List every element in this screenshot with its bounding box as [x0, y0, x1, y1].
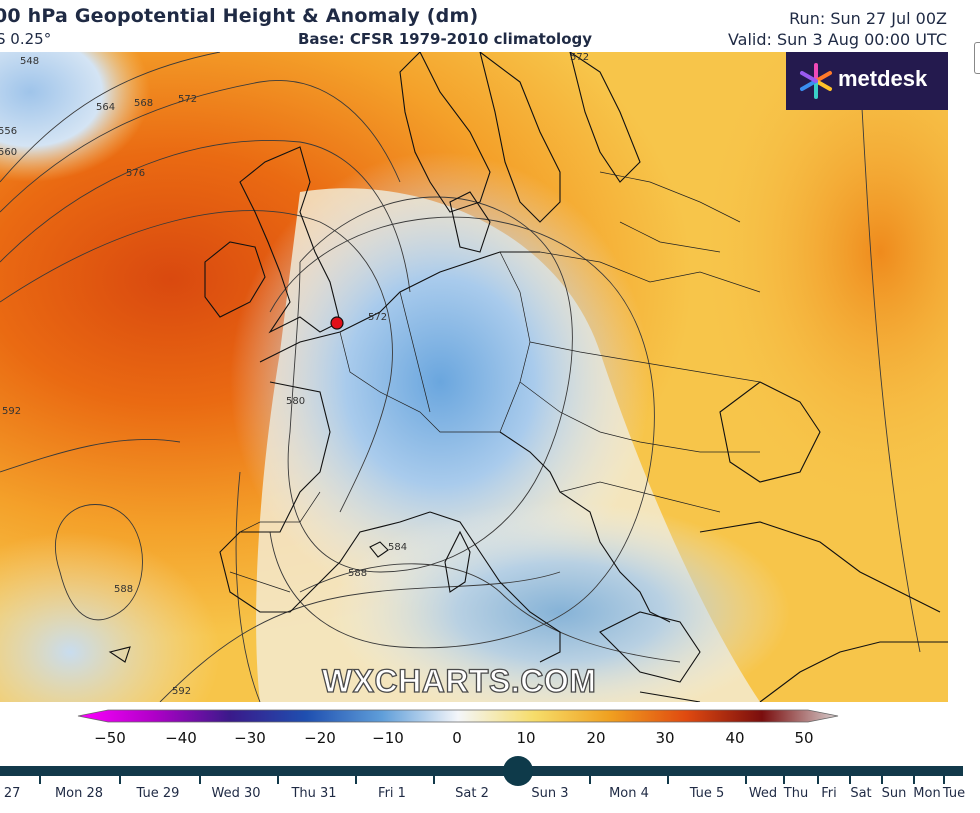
contour-label: 592: [2, 406, 21, 417]
contour-label: 572: [570, 52, 589, 63]
colorbar-tick-label: 40: [725, 729, 745, 747]
metdesk-star-icon: [800, 63, 832, 99]
colorbar-tick-label: −40: [165, 729, 197, 747]
colorbar-tick-label: −10: [372, 729, 404, 747]
contour-label: 556: [0, 126, 17, 137]
timeline-day-label[interactable]: Thu: [783, 786, 809, 801]
colorbar-strip: [77, 709, 839, 723]
timeline-day-label[interactable]: Wed 30: [211, 786, 261, 801]
colorbar-tick-label: 20: [586, 729, 606, 747]
contour-label: 568: [134, 98, 153, 109]
contour-label: 548: [20, 56, 39, 67]
contour-label: 572: [178, 94, 197, 105]
contour-label: 564: [96, 102, 115, 113]
colorbar-tick-label: −20: [304, 729, 336, 747]
climatology-base: Base: CFSR 1979-2010 climatology: [298, 30, 593, 48]
contour-label: 576: [126, 168, 145, 179]
timeline-day-label[interactable]: Sun 3: [531, 786, 569, 801]
timeline-day-label[interactable]: Sat: [850, 786, 872, 801]
forecast-timeline[interactable]: [0, 756, 980, 813]
chart-title: 00 hPa Geopotential Height & Anomaly (dm…: [0, 5, 479, 27]
contour-label: 588: [348, 568, 367, 579]
contour-label: 592: [172, 686, 191, 697]
valid-time: Valid: Sun 3 Aug 00:00 UTC: [727, 30, 947, 49]
anomaly-map[interactable]: 548 556 560 564 568 572 576 572 572 580 …: [0, 52, 948, 702]
timeline-day-label[interactable]: Thu 31: [291, 786, 337, 801]
logo-wordmark: metdesk: [838, 66, 928, 91]
colorbar-tick-label: 50: [794, 729, 814, 747]
height-contours: [0, 52, 921, 702]
coastlines: [108, 52, 948, 702]
contour-label: 584: [388, 542, 407, 553]
run-time: Run: Sun 27 Jul 00Z: [789, 9, 947, 28]
timeline-day-label[interactable]: Mon 4: [609, 786, 649, 801]
chart-header: 00 hPa Geopotential Height & Anomaly (dm…: [0, 0, 980, 52]
contour-label: 560: [0, 147, 17, 158]
location-dot-icon[interactable]: [330, 316, 344, 330]
colorbar-tick-label: 0: [452, 729, 462, 747]
colorbar: [0, 703, 980, 763]
timeline-day-label[interactable]: n 27: [0, 786, 21, 801]
contour-label: 588: [114, 584, 133, 595]
timeline-day-label[interactable]: Wed: [748, 786, 778, 801]
timeline-day-label[interactable]: Fri 1: [378, 786, 406, 801]
colorbar-tick-label: −30: [234, 729, 266, 747]
contour-labels: 548 556 560 564 568 572 576 572 572 580 …: [0, 52, 589, 697]
timeline-day-label[interactable]: Sun: [881, 786, 907, 801]
timeline-day-label[interactable]: Sat 2: [455, 786, 489, 801]
watermark: WXCHARTS.COM: [321, 662, 597, 699]
timeline-day-label[interactable]: Mon: [913, 786, 941, 801]
map-canvas: 548 556 560 564 568 572 576 572 572 580 …: [0, 52, 948, 702]
timeline-day-label[interactable]: Mon 28: [54, 786, 104, 801]
timeline-day-label[interactable]: Fri: [821, 786, 837, 801]
metdesk-logo: metdesk: [786, 52, 948, 110]
timeline-day-label[interactable]: Tue 5: [689, 786, 725, 801]
colorbar-tick-label: 10: [516, 729, 536, 747]
borders: [229, 171, 761, 593]
contour-label: 580: [286, 396, 305, 407]
model-subtitle: S 0.25°: [0, 30, 52, 48]
timeline-track: [0, 766, 963, 784]
colorbar-tick-label: −50: [94, 729, 126, 747]
colorbar-tick-label: 30: [655, 729, 675, 747]
timeline-day-label[interactable]: Tue 29: [136, 786, 180, 801]
contour-label: 572: [368, 312, 387, 323]
timeline-day-label[interactable]: Tue: [942, 786, 966, 801]
side-panel-handle[interactable]: [974, 42, 980, 74]
timeline-handle[interactable]: [503, 756, 533, 786]
